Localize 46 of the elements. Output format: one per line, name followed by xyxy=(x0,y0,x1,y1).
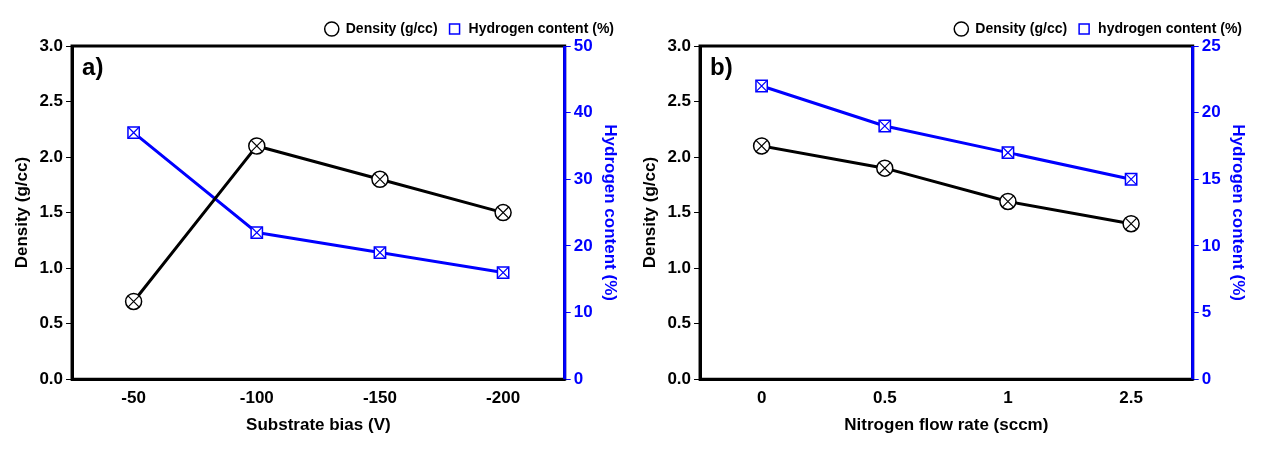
y-tick-label: 1.5 xyxy=(667,202,692,222)
y2-tick-label: 15 xyxy=(1201,168,1221,188)
y2-axis-title: Hydrogen content (%) xyxy=(1229,124,1249,301)
y2-tick-label: 20 xyxy=(1201,102,1221,122)
legend-label: Density (g/cc) xyxy=(975,19,1068,36)
y-axis-title: Density (g/cc) xyxy=(639,156,659,269)
x-tick-label: -50 xyxy=(121,388,146,408)
x-tick-label: 1 xyxy=(1003,388,1013,408)
y2-tick-label: 40 xyxy=(573,102,593,122)
x-tick-label: 2.5 xyxy=(1119,388,1143,408)
x-tick-label: -150 xyxy=(362,388,397,408)
y2-axis-title: Hydrogen content (%) xyxy=(601,124,621,301)
y2-tick-label: 5 xyxy=(1201,302,1212,322)
x-tick-label: -200 xyxy=(486,388,521,408)
x-tick-label: 0 xyxy=(756,388,767,408)
y2-tick-label: 10 xyxy=(1201,235,1221,255)
y-tick-label: 0.5 xyxy=(667,313,692,333)
legend-label: Density (g/cc) xyxy=(345,19,438,36)
x-axis-title: Substrate bias (V) xyxy=(246,415,391,435)
y2-tick-label: 30 xyxy=(573,168,593,188)
annotation: b) xyxy=(710,52,733,80)
y2-tick-label: 0 xyxy=(1201,368,1212,388)
y2-tick-label: 10 xyxy=(573,302,593,322)
y2-tick-label: 20 xyxy=(573,235,593,255)
y-tick-label: 3.0 xyxy=(39,35,64,55)
x-tick-label: -100 xyxy=(239,388,274,408)
annotation: a) xyxy=(82,52,104,80)
y-tick-label: 1.0 xyxy=(667,257,692,277)
y-tick-label: 0.0 xyxy=(39,368,64,388)
y-tick-label: 1.0 xyxy=(39,257,64,277)
legend-label: Hydrogen content (%) xyxy=(468,19,615,36)
y-tick-label: 2.5 xyxy=(667,91,692,111)
y-tick-label: 1.5 xyxy=(39,202,64,222)
y-tick-label: 2.0 xyxy=(667,146,692,166)
y-tick-label: 0.5 xyxy=(39,313,64,333)
y-tick-label: 0.0 xyxy=(667,368,692,388)
y2-tick-label: 50 xyxy=(573,35,593,55)
y-tick-label: 2.0 xyxy=(39,146,64,166)
y-tick-label: 3.0 xyxy=(667,35,692,55)
legend-label: hydrogen content (%) xyxy=(1098,19,1243,36)
y2-tick-label: 25 xyxy=(1201,35,1221,55)
x-axis-title: Nitrogen flow rate (sccm) xyxy=(844,415,1049,435)
x-tick-label: 0.5 xyxy=(872,388,897,408)
y-axis-title: Density (g/cc) xyxy=(11,156,31,269)
y2-tick-label: 0 xyxy=(573,368,584,388)
y-tick-label: 2.5 xyxy=(39,91,64,111)
